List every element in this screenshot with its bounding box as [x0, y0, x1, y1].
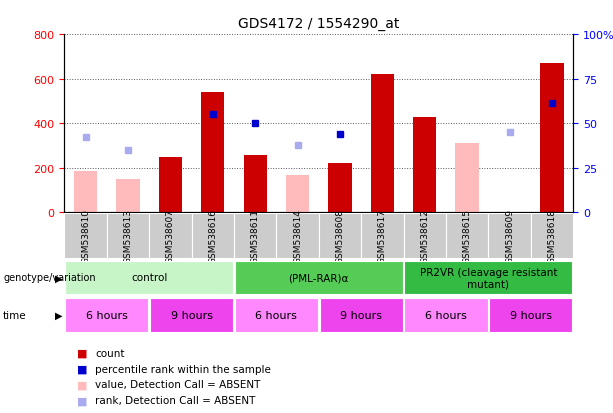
Text: GSM538617: GSM538617	[378, 209, 387, 263]
Bar	[540, 64, 563, 213]
Bar	[107, 214, 149, 258]
Text: GSM538616: GSM538616	[208, 209, 217, 263]
Bar	[243, 156, 267, 213]
Text: GSM538611: GSM538611	[251, 209, 260, 263]
Text: rank, Detection Call = ABSENT: rank, Detection Call = ABSENT	[95, 395, 256, 405]
Bar	[531, 214, 573, 258]
Bar	[319, 214, 361, 258]
Text: GSM538608: GSM538608	[335, 209, 345, 263]
Bar	[413, 117, 436, 213]
Bar	[159, 157, 182, 213]
Text: percentile rank within the sample: percentile rank within the sample	[95, 364, 271, 374]
Text: genotype/variation: genotype/variation	[3, 273, 96, 283]
Title: GDS4172 / 1554290_at: GDS4172 / 1554290_at	[238, 17, 400, 31]
Text: GSM538615: GSM538615	[463, 209, 471, 263]
Bar	[150, 298, 233, 332]
Text: GSM538612: GSM538612	[421, 209, 429, 263]
Text: ▶: ▶	[55, 273, 63, 283]
Bar	[405, 298, 487, 332]
Bar	[64, 214, 107, 258]
Text: ■: ■	[77, 395, 87, 405]
Text: ■: ■	[77, 364, 87, 374]
Text: 9 hours: 9 hours	[510, 310, 552, 320]
Bar	[149, 214, 192, 258]
Bar	[489, 214, 531, 258]
Bar	[201, 93, 224, 213]
Text: value, Detection Call = ABSENT: value, Detection Call = ABSENT	[95, 380, 261, 389]
Text: GSM538609: GSM538609	[505, 209, 514, 263]
Text: GSM538613: GSM538613	[123, 209, 132, 263]
Bar	[329, 164, 352, 213]
Bar	[489, 298, 573, 332]
Text: 9 hours: 9 hours	[340, 310, 382, 320]
Bar	[361, 214, 403, 258]
Text: control: control	[131, 273, 167, 283]
Bar	[235, 298, 318, 332]
Bar	[405, 261, 573, 294]
Bar	[74, 172, 97, 213]
Bar	[65, 261, 233, 294]
Text: time: time	[3, 310, 27, 320]
Text: GSM538614: GSM538614	[293, 209, 302, 263]
Bar	[446, 214, 489, 258]
Text: count: count	[95, 348, 124, 358]
Bar	[276, 214, 319, 258]
Bar	[191, 214, 234, 258]
Text: ■: ■	[77, 380, 87, 389]
Text: 6 hours: 6 hours	[425, 310, 467, 320]
Text: PR2VR (cleavage resistant
mutant): PR2VR (cleavage resistant mutant)	[420, 267, 557, 289]
Bar	[319, 298, 403, 332]
Text: ▶: ▶	[55, 310, 63, 320]
Text: GSM538618: GSM538618	[547, 209, 557, 263]
Bar	[234, 214, 276, 258]
Bar	[403, 214, 446, 258]
Bar	[371, 75, 394, 213]
Text: 6 hours: 6 hours	[256, 310, 297, 320]
Bar	[235, 261, 403, 294]
Text: (PML-RAR)α: (PML-RAR)α	[289, 273, 349, 283]
Bar	[286, 176, 309, 213]
Bar	[65, 298, 148, 332]
Bar	[455, 144, 479, 213]
Text: GSM538610: GSM538610	[81, 209, 90, 263]
Text: 6 hours: 6 hours	[86, 310, 128, 320]
Text: ■: ■	[77, 348, 87, 358]
Bar	[116, 179, 140, 213]
Text: GSM538607: GSM538607	[166, 209, 175, 263]
Text: 9 hours: 9 hours	[170, 310, 213, 320]
